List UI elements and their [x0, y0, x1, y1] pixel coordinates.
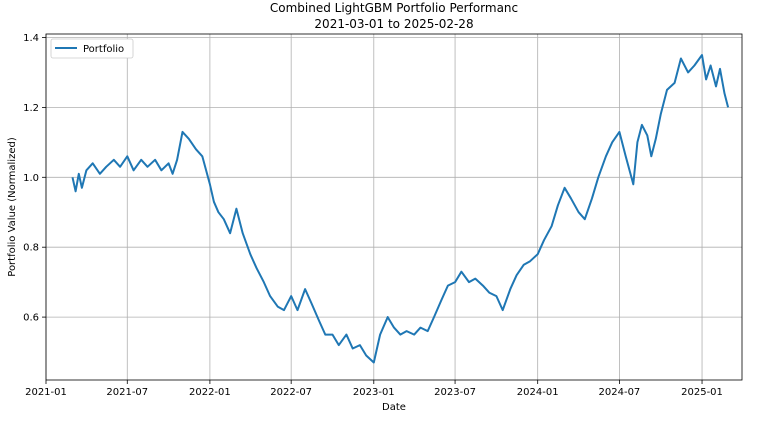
y-tick-label: 0.8 — [23, 243, 39, 254]
x-tick-label: 2021-07 — [106, 387, 148, 398]
legend-box — [50, 38, 134, 59]
portfolio-series-line — [71, 54, 730, 364]
y-tick-label: 1.0 — [23, 173, 39, 184]
x-tick-label: 2021-01 — [25, 387, 67, 398]
y-tick-label: 0.6 — [23, 313, 39, 324]
y-axis-ticks: 0.6 0.8 1.0 1.2 1.4 — [23, 33, 46, 324]
x-tick-label: 2023-07 — [434, 387, 476, 398]
x-tick-label: 2024-01 — [517, 387, 559, 398]
legend-label-portfolio: Portfolio — [83, 44, 124, 55]
x-axis-label: Date — [382, 402, 406, 413]
chart-subtitle: 2021-03-01 to 2025-02-28 — [314, 17, 473, 31]
grid-lines — [45, 34, 742, 380]
y-tick-label: 1.2 — [23, 103, 39, 114]
x-tick-label: 2025-01 — [681, 387, 723, 398]
x-axis-ticks: 2021-01 2021-07 2022-01 2022-07 2023-01 2023-… — [25, 380, 723, 398]
plot-frame — [45, 33, 743, 381]
x-tick-label: 2022-01 — [189, 387, 231, 398]
chart-title: Combined LightGBM Portfolio Performanc — [270, 1, 518, 15]
y-axis-label: Portfolio Value (Normalized) — [7, 137, 18, 277]
legend: Portfolio — [50, 38, 134, 59]
x-tick-label: 2023-01 — [353, 387, 395, 398]
y-tick-label: 1.4 — [23, 33, 39, 44]
x-tick-label: 2022-07 — [270, 387, 312, 398]
x-tick-label: 2024-07 — [599, 387, 641, 398]
